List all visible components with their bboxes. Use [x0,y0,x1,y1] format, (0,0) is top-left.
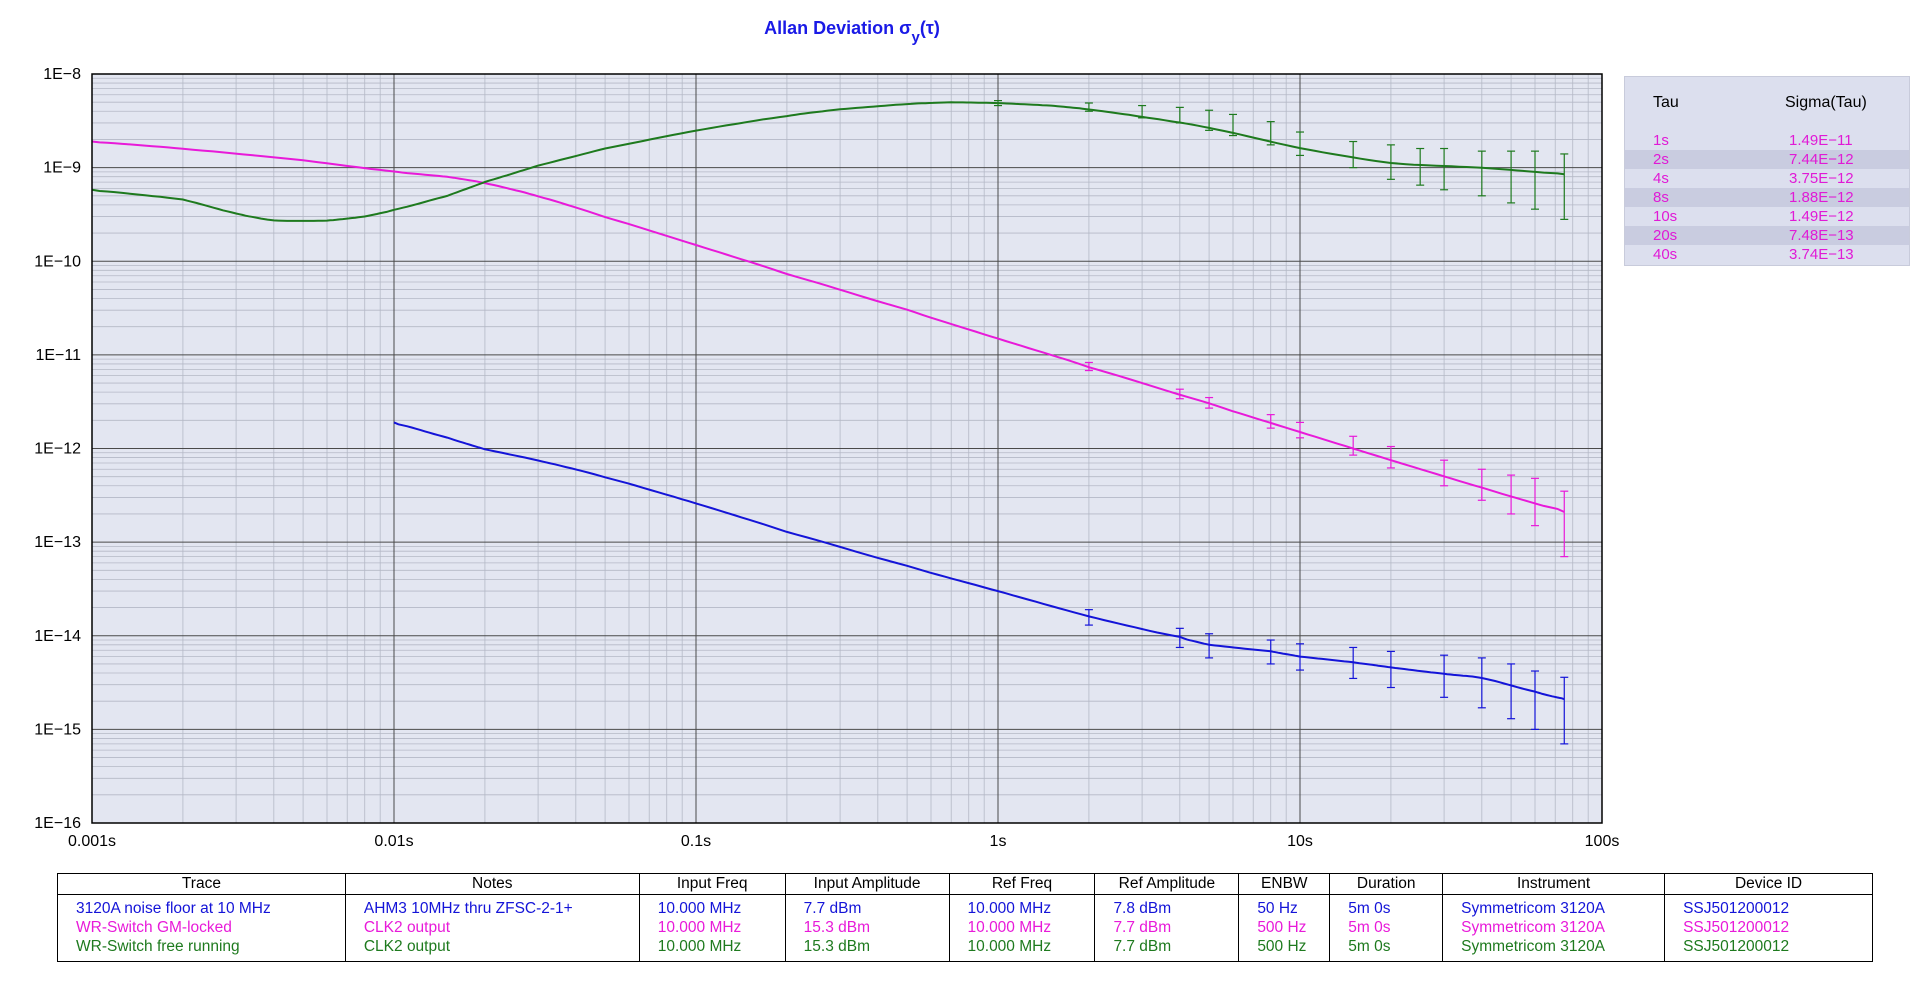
minor-grid [92,74,1602,823]
tau-header: Tau [1653,94,1679,111]
trace-table-cell: Symmetricom 3120A [1442,937,1666,962]
sigma-row-value: 1.88E−12 [1789,189,1854,206]
trace-table-cell: 7.8 dBm [1094,894,1240,918]
trace-table-cell: WR-Switch GM-locked [57,918,346,937]
sigma-row: 1s 1.49E−11 [1625,131,1909,150]
y-tick-label: 1E−13 [34,534,81,551]
trace-table-cell: CLK2 output [344,937,640,962]
series-2 [91,140,1569,558]
trace-table-header-cell: Trace [57,873,346,895]
trace-table-header-cell: Input Freq [638,873,786,895]
series-line [393,421,1565,701]
trace-table-header: Trace Notes Input Freq Input Amplitude Ref F… [57,873,1873,895]
sigma-row-tau: 2s [1653,151,1669,168]
trace-table-cell: 5m 0s [1329,894,1444,918]
sigma-row: 4s 3.75E−12 [1625,169,1909,188]
y-tick-label: 1E−12 [34,441,81,458]
sigma-row-value: 1.49E−11 [1789,132,1853,149]
x-tick-label: 0.01s [374,833,413,850]
trace-table-cell: 10.000 MHz [638,894,786,918]
series-layer [91,99,1569,745]
trace-table-cell: Symmetricom 3120A [1442,918,1666,937]
sigma-row-value: 7.48E−13 [1789,227,1854,244]
trace-info-table: Trace Notes Input Freq Input Amplitude Ref F… [57,873,1873,962]
trace-table-cell: WR-Switch free running [57,937,346,962]
y-tick-label: 1E−10 [34,253,81,270]
trace-table-cell: 500 Hz [1238,937,1331,962]
sigma-row: 8s 1.88E−12 [1625,188,1909,207]
trace-table-cell: 10.000 MHz [948,918,1096,937]
trace-table-cell: SSJ501200012 [1664,894,1873,918]
sigma-row: 20s 7.48E−13 [1625,226,1909,245]
x-tick-label: 0.1s [681,833,711,850]
sigma-tau-table: Tau Sigma(Tau) 1s 1.49E−11 2s 7.44E−12 4s 3.7… [1624,76,1910,266]
series-1 [393,421,1569,745]
sigma-row: 2s 7.44E−12 [1625,150,1909,169]
trace-table-cell: 7.7 dBm [784,894,950,918]
trace-table-cell: 5m 0s [1329,937,1444,962]
trace-table-cell: 15.3 dBm [784,918,950,937]
trace-table-row: WR-Switch GM-locked CLK2 output 10.000 MHz… [57,918,1873,937]
y-tick-label: 1E−8 [43,66,81,83]
sigma-row-tau: 8s [1653,189,1669,206]
trace-table-cell: 5m 0s [1329,918,1444,937]
trace-table-header-cell: Device ID [1664,873,1873,895]
y-tick-label: 1E−15 [34,721,81,738]
sigma-row: 40s 3.74E−13 [1625,245,1909,264]
sigma-row-value: 1.49E−12 [1789,208,1854,225]
y-tick-label: 1E−14 [34,628,81,645]
trace-table-header-cell: Ref Amplitude [1094,873,1240,895]
series-line [91,140,1565,513]
trace-table-cell: 15.3 dBm [784,937,950,962]
chart-title: Allan Deviation σy(τ) [764,18,940,46]
trace-table-cell: 3120A noise floor at 10 MHz [57,894,346,918]
trace-table-cell: 10.000 MHz [948,937,1096,962]
trace-table-row: 3120A noise floor at 10 MHz AHM3 10MHz th… [57,894,1873,918]
sigma-row-tau: 4s [1653,170,1669,187]
x-tick-label: 1s [990,833,1007,850]
trace-table-header-cell: Ref Freq [948,873,1096,895]
trace-table-header-cell: Instrument [1442,873,1666,895]
trace-table-cell: 7.7 dBm [1094,918,1240,937]
sigma-row-tau: 20s [1653,227,1678,244]
trace-table-header-cell: ENBW [1238,873,1331,895]
trace-table-cell: 10.000 MHz [948,894,1096,918]
trace-table-cell: SSJ501200012 [1664,937,1873,962]
trace-table-header-cell: Input Amplitude [784,873,950,895]
trace-table-cell: Symmetricom 3120A [1442,894,1666,918]
y-tick-label: 1E−16 [34,815,81,832]
y-tick-label: 1E−9 [43,160,81,177]
sigma-row-tau: 40s [1653,246,1678,263]
y-tick-label: 1E−11 [35,347,81,364]
trace-table-cell: SSJ501200012 [1664,918,1873,937]
trace-table-cell: 50 Hz [1238,894,1331,918]
trace-table-header-cell: Duration [1329,873,1444,895]
trace-table-body: 3120A noise floor at 10 MHz AHM3 10MHz th… [57,894,1873,962]
x-tick-label: 100s [1585,833,1620,850]
trace-table-cell: 10.000 MHz [638,937,786,962]
allan-deviation-chart: Allan Deviation σy(τ) 0.001s 0.01s 0.1s 1s 1… [34,18,1619,850]
x-tick-label: 10s [1287,833,1313,850]
sigma-row-tau: 10s [1653,208,1678,225]
trace-table-row: WR-Switch free running CLK2 output 10.000 … [57,937,1873,962]
trace-table-header-cell: Notes [344,873,640,895]
sigma-row-value: 3.75E−12 [1789,170,1854,187]
trace-table-cell: AHM3 10MHz thru ZFSC-2-1+ [344,894,640,918]
sigma-row-tau: 1s [1653,132,1669,149]
series-3 [91,99,1569,222]
trace-table-cell: CLK2 output [344,918,640,937]
y-axis-tick-labels: 1E−8 1E−9 1E−10 1E−11 1E−12 1E−13 1E−14 1E−15 1E… [34,66,81,832]
sigma-row-value: 3.74E−13 [1789,246,1854,263]
trace-table-cell: 500 Hz [1238,918,1331,937]
x-tick-label: 0.001s [68,833,116,850]
plot-frame [91,73,1603,824]
sigma-row-value: 7.44E−12 [1789,151,1854,168]
x-axis-tick-labels: 0.001s 0.01s 0.1s 1s 10s 100s [68,833,1619,850]
sigma-row: 10s 1.49E−12 [1625,207,1909,226]
trace-table-cell: 10.000 MHz [638,918,786,937]
trace-table-cell: 7.7 dBm [1094,937,1240,962]
sigma-header: Sigma(Tau) [1785,94,1867,111]
